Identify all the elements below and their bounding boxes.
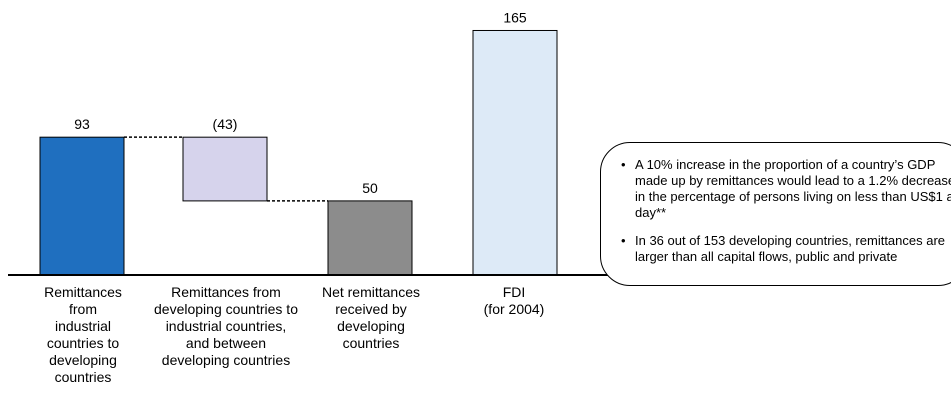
bullet-icon: • (621, 233, 626, 248)
bar-2 (327, 200, 413, 276)
category-label-fdi: FDI (for 2004) (483, 284, 545, 317)
callout-bullet-text: A 10% increase in the proportion of a co… (635, 157, 951, 220)
category-label-net-remittances: Net remittances received by developing c… (321, 284, 421, 351)
callout-bullet-text: In 36 out of 153 developing countries, r… (635, 233, 946, 264)
bar-0 (39, 136, 125, 276)
callout-bullet-list: • A 10% increase in the proportion of a … (621, 157, 951, 277)
data-label-1: (43) (213, 116, 238, 132)
bars-layer (39, 29, 558, 276)
data-label-3: 165 (503, 9, 527, 25)
bar-3 (472, 29, 558, 276)
connectors-layer (124, 136, 328, 202)
bullet-icon: • (621, 157, 626, 172)
category-label-remittances-from-industrial: Remittances from industrial countries to… (44, 284, 122, 385)
data-labels-layer: 93 (43) 50 165 (74, 9, 527, 195)
category-label-remittances-from-developing: Remittances from developing countries to… (154, 284, 298, 368)
callout-bullet-item: • In 36 out of 153 developing countries,… (621, 233, 951, 265)
bar-1 (182, 136, 268, 202)
callout-bullet-item: • A 10% increase in the proportion of a … (621, 157, 951, 221)
data-label-2: 50 (362, 180, 378, 196)
callout-box: • A 10% increase in the proportion of a … (600, 142, 951, 286)
data-label-0: 93 (74, 116, 90, 132)
